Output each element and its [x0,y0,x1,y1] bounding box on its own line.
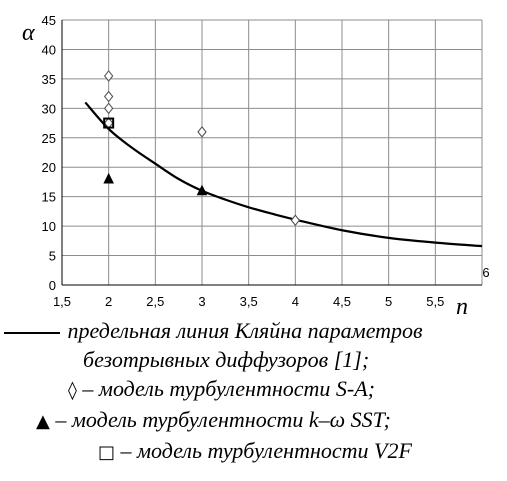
point-diamond [290,214,301,227]
x-tick-label: 6 [482,265,489,280]
x-tick-label: 4,5 [333,294,351,309]
point-square [103,117,115,129]
legend-line-row-cont: безотрывных диффузоров [1]; [0,345,507,374]
y-tick-label: 30 [42,101,56,116]
plot-area [61,20,482,286]
legend-line-swatch [4,331,60,334]
chart: 1,5 2 2,5 3 3,5 4 4,5 5 5,56 051015202530354045 … [22,13,490,320]
legend-square-text: – модель турбулентности V2F [115,438,412,463]
boundary-curve [84,101,483,248]
square-icon: □ [98,442,116,463]
x-axis-label: n [456,294,468,320]
x-tick-label: 1,5 [53,294,71,309]
y-axis-label: α [22,20,35,46]
y-tick-label: 45 [42,13,56,28]
y-tick-label: 25 [42,131,56,146]
point-diamond [103,102,114,115]
point-triangle [196,184,208,196]
x-tick-label: 3 [198,294,205,309]
legend-triangle-text: – модель турбулентности k–ω SST; [49,407,391,432]
point-diamond [103,70,114,82]
x-tick-label: 5,5 [426,294,444,309]
y-tick-label: 40 [42,42,56,57]
triangle-icon: ▲ [36,411,50,432]
y-tick-label: 35 [42,72,56,87]
diamond-icon: ◊ [68,380,77,401]
point-diamond [103,90,114,103]
x-tick-labels: 1,5 2 2,5 3 3,5 4 4,5 5 5,5 6 [53,265,490,309]
legend: предельная линия Кляйна параметров безот… [0,316,507,467]
x-tick-label: 4 [292,294,299,309]
legend-triangle-row: ▲ – модель турбулентности k–ω SST; [0,405,507,436]
legend-line-text: предельная линия Кляйна параметров [67,318,423,343]
x-tick-label: 2,5 [146,294,164,309]
y-tick-labels: 0 5 10 15 20 25 30 35 40 45 [42,13,56,293]
data-series [84,70,483,248]
legend-square-row: □ – модель турбулентности V2F [0,436,507,467]
y-tick-label: 0 [49,278,56,293]
x-tick-label: 5 [385,294,392,309]
x-tick-label: 2 [105,294,112,309]
point-triangle [103,172,114,184]
x-tick-label: 3,5 [240,294,258,309]
y-tick-label: 15 [42,190,56,205]
legend-line-text-cont: безотрывных диффузоров [1]; [83,347,370,372]
y-tick-label: 5 [49,249,56,264]
grid [61,19,483,286]
y-tick-label: 20 [42,160,56,175]
legend-line-row: предельная линия Кляйна параметров [0,316,507,345]
y-tick-label: 10 [42,219,56,234]
legend-diamond-row: ◊ – модель турбулентности S-A; [0,374,507,405]
legend-diamond-text: – модель турбулентности S-A; [76,376,376,401]
point-diamond [197,126,207,138]
